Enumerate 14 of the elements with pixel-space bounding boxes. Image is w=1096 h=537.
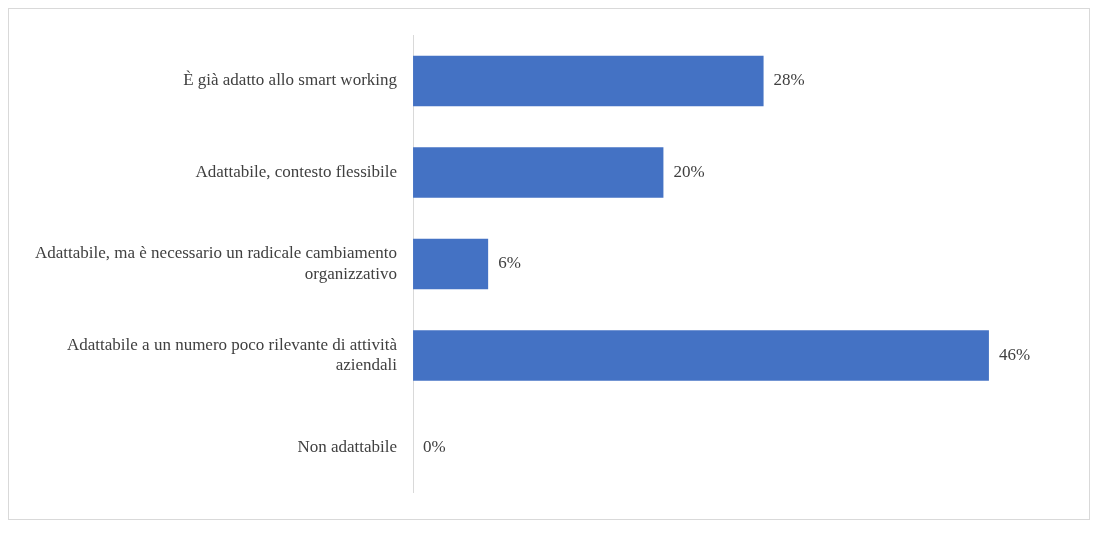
bar — [413, 147, 664, 198]
data-label: 6% — [498, 253, 521, 273]
data-label: 46% — [998, 344, 1031, 364]
y-tick-label: Adattabile, contesto flessibile — [195, 161, 398, 181]
y-tick-label: Adattabile a un numero poco rilevante di attività aziendali — [67, 334, 398, 375]
y-tick-label: È già adatto allo smart working — [183, 70, 398, 90]
bar — [413, 330, 989, 381]
bar — [413, 238, 489, 290]
y-tick-label: Adattabile, ma è necessario un radicale cambiamento organizzativo — [35, 243, 398, 283]
data-label: 28% — [773, 70, 805, 90]
bar — [413, 55, 764, 107]
y-tick-label: Non adattabile — [297, 436, 398, 456]
data-label: 0% — [423, 436, 446, 456]
data-label: 20% — [673, 161, 705, 181]
